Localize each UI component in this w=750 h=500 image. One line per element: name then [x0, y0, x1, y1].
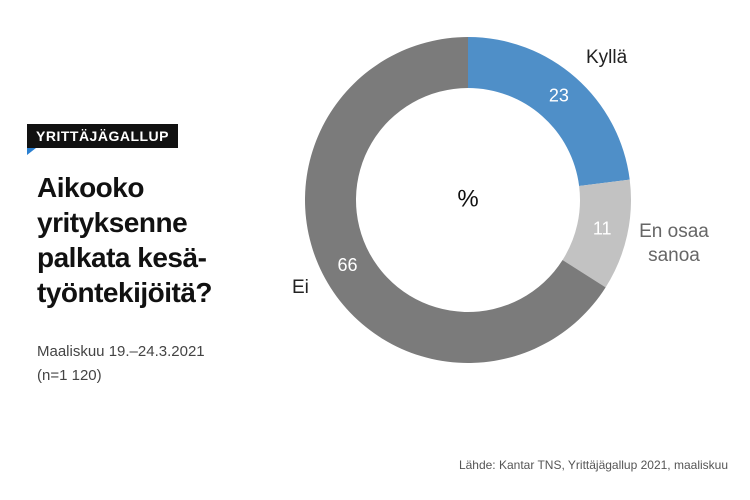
subtitle-line: Maaliskuu 19.–24.3.2021: [37, 343, 205, 360]
center-label: %: [457, 185, 478, 212]
category-label: Ei: [292, 277, 309, 298]
badge: YRITTÄJÄGALLUP: [27, 124, 178, 148]
value-label: 23: [549, 86, 569, 106]
badge-tip: [27, 148, 36, 155]
subtitle-line: (n=1 120): [37, 367, 102, 384]
subtitle: Maaliskuu 19.–24.3.2021 (n=1 120): [37, 340, 205, 388]
category-label: En osaa sanoa: [639, 221, 709, 266]
title-line: yrityksenne: [37, 207, 188, 238]
donut-segment: [468, 37, 630, 186]
category-label: Kyllä: [586, 47, 628, 68]
title-line: palkata kesä-: [37, 242, 207, 273]
donut-segment: [562, 179, 632, 288]
value-label: 11: [593, 219, 612, 239]
donut-segment: [304, 36, 606, 363]
value-label: 66: [337, 255, 357, 275]
source: Lähde: Kantar TNS, Yrittäjägallup 2021, …: [458, 458, 728, 472]
title-line: työntekijöitä?: [37, 277, 213, 308]
title: Aikooko yrityksenne palkata kesä-työntekij…: [37, 170, 213, 310]
title-line: Aikooko: [37, 172, 144, 203]
